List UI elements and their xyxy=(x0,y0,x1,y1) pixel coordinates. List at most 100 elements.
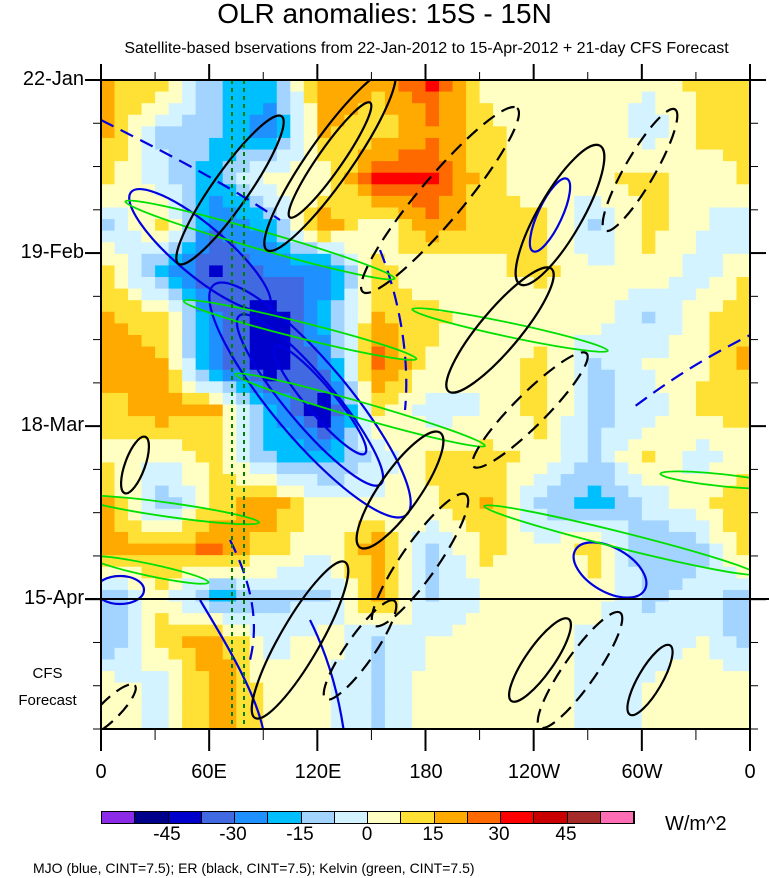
kelvin-contour xyxy=(659,470,750,490)
heatmap-cell xyxy=(682,230,697,243)
heatmap-cell xyxy=(330,520,345,533)
heatmap-cell xyxy=(628,404,643,417)
heatmap-cell xyxy=(560,450,575,464)
heatmap-cell xyxy=(114,392,129,406)
heatmap-cell xyxy=(236,103,251,116)
heatmap-cell xyxy=(128,694,143,707)
heatmap-cell xyxy=(195,462,210,475)
heatmap-cell xyxy=(101,682,116,695)
heatmap-cell xyxy=(155,613,170,626)
heatmap-cell xyxy=(371,392,386,406)
heatmap-cell xyxy=(722,624,738,637)
heatmap-cell xyxy=(357,682,373,695)
heatmap-cell xyxy=(128,392,143,406)
heatmap-cell xyxy=(439,601,454,614)
heatmap-cell xyxy=(614,114,629,127)
heatmap-cell xyxy=(276,474,291,487)
heatmap-cell xyxy=(155,578,170,591)
heatmap-cell xyxy=(587,439,602,452)
heatmap-cell xyxy=(614,427,629,440)
heatmap-cell xyxy=(533,161,548,174)
heatmap-cell xyxy=(641,705,656,719)
heatmap-cell xyxy=(533,126,548,139)
heatmap-cell xyxy=(533,497,548,510)
heatmap-cell xyxy=(425,659,440,672)
heatmap-cell xyxy=(506,531,521,545)
heatmap-cell xyxy=(641,172,656,185)
heatmap-cell xyxy=(411,161,427,174)
heatmap-cell xyxy=(276,277,291,290)
heatmap-cell xyxy=(317,207,332,220)
heatmap-cell xyxy=(614,265,629,278)
heatmap-cell xyxy=(736,91,750,104)
heatmap-cell xyxy=(236,624,251,637)
heatmap-cell xyxy=(628,277,643,290)
heatmap-cell xyxy=(736,520,750,533)
heatmap-cell xyxy=(709,427,724,440)
heatmap-cell xyxy=(263,589,278,603)
heatmap-cell xyxy=(668,242,683,255)
heatmap-cell xyxy=(128,613,143,626)
heatmap-cell xyxy=(560,566,575,579)
heatmap-cell xyxy=(155,323,170,336)
heatmap-cell xyxy=(628,114,643,127)
heatmap-cell xyxy=(493,392,508,406)
heatmap-cell xyxy=(695,126,711,139)
heatmap-cell xyxy=(466,589,481,603)
heatmap-cell xyxy=(249,589,264,603)
heatmap-cell xyxy=(695,265,711,278)
heatmap-cell xyxy=(182,508,197,521)
heatmap-cell xyxy=(560,439,575,452)
heatmap-cell xyxy=(101,520,116,533)
heatmap-cell xyxy=(155,520,170,533)
heatmap-cell xyxy=(263,195,278,209)
heatmap-cell xyxy=(709,195,724,209)
heatmap-cell xyxy=(479,671,494,684)
heatmap-cell xyxy=(722,207,738,220)
heatmap-cell xyxy=(628,358,643,371)
heatmap-cell xyxy=(195,172,210,185)
heatmap-cell xyxy=(425,80,440,93)
heatmap-cell xyxy=(357,636,373,649)
heatmap-cell xyxy=(114,647,129,661)
heatmap-cell xyxy=(425,601,440,614)
heatmap-cell xyxy=(722,300,738,313)
heatmap-cell xyxy=(168,404,183,417)
heatmap-cell xyxy=(114,288,129,301)
heatmap-cell xyxy=(736,277,750,290)
heatmap-cell xyxy=(709,694,724,707)
heatmap-cell xyxy=(682,358,697,371)
heatmap-cell xyxy=(452,647,467,661)
heatmap-cell xyxy=(493,578,508,591)
heatmap-cell xyxy=(452,636,467,649)
heatmap-cell xyxy=(533,358,548,371)
heatmap-cell xyxy=(641,427,656,440)
heatmap-cell xyxy=(695,636,711,649)
heatmap-cell xyxy=(263,439,278,452)
heatmap-cell xyxy=(330,311,345,324)
heatmap-cell xyxy=(466,91,481,104)
heatmap-cell xyxy=(560,358,575,371)
mjo-contour xyxy=(229,539,256,661)
heatmap-cell xyxy=(384,161,400,174)
heatmap-cell xyxy=(398,137,413,151)
y-tick-label: 19-Feb xyxy=(20,241,84,263)
heatmap-cell xyxy=(722,265,738,278)
heatmap-cell xyxy=(384,439,400,452)
heatmap-cell xyxy=(263,80,278,93)
heatmap-cell xyxy=(668,601,683,614)
contour-legend-note: MJO (blue, CINT=7.5); ER (black, CINT=7.… xyxy=(33,860,475,876)
heatmap-cell xyxy=(493,137,508,151)
heatmap-cell xyxy=(614,566,629,579)
heatmap-cell xyxy=(371,288,386,301)
colorbar-tick-label: -15 xyxy=(286,824,314,845)
heatmap-cell xyxy=(263,392,278,406)
heatmap-cell xyxy=(195,682,210,695)
heatmap-cell xyxy=(466,300,481,313)
heatmap-cell xyxy=(141,474,156,487)
heatmap-cell xyxy=(141,114,156,127)
heatmap-cell xyxy=(101,288,116,301)
heatmap-cell xyxy=(290,404,305,417)
heatmap-cell xyxy=(114,659,129,672)
